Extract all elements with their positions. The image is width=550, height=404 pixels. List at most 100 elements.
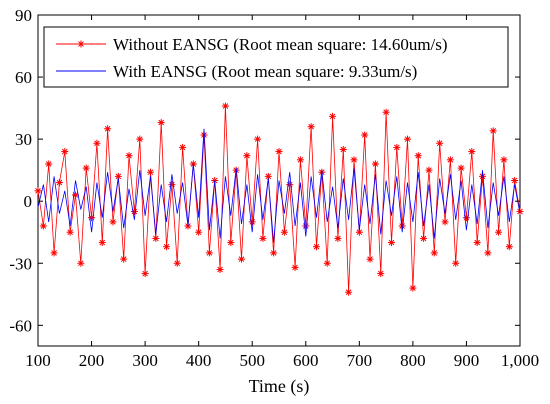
x-tick-label: 800	[400, 351, 426, 370]
series-0-point	[141, 270, 149, 278]
series-0-point	[473, 239, 481, 247]
series-0-point	[511, 177, 519, 184]
series-0-point	[66, 228, 74, 236]
series-0-point	[221, 102, 229, 110]
series-0-point	[489, 127, 497, 135]
series-0-point	[238, 255, 246, 263]
series-0-point	[45, 160, 53, 168]
series-0-point	[146, 168, 154, 176]
y-tick-label: 90	[15, 6, 32, 25]
series-0-point	[227, 239, 235, 247]
series-0-point	[302, 222, 310, 230]
series-0-point	[179, 143, 187, 151]
series-0-point	[339, 145, 347, 153]
series-0-point	[393, 143, 401, 151]
series-0-point	[409, 284, 417, 292]
legend-label-with: With EANSG (Root mean square: 9.33um/s)	[113, 62, 417, 81]
series-0-point	[377, 270, 385, 278]
series-0-point	[114, 172, 122, 180]
series-0-point	[441, 218, 449, 226]
y-tick-label: 0	[24, 192, 33, 211]
series-0-point	[270, 249, 278, 257]
x-tick-label: 700	[347, 351, 373, 370]
legend-label-without: Without EANSG (Root mean square: 14.60um…	[113, 35, 448, 54]
series-0-point	[259, 234, 267, 242]
series-0-point	[61, 148, 69, 156]
series-0-point	[404, 135, 412, 143]
series-0-point	[275, 148, 283, 156]
series-0-point	[120, 255, 128, 263]
series-0-point	[152, 234, 160, 242]
series-0-point	[495, 228, 503, 236]
x-tick-label: 200	[79, 351, 105, 370]
series-0-point	[334, 234, 342, 242]
series-0-point	[93, 139, 101, 147]
axes-layer: 100 200 300 400 500 600 700 800 900 1,0009060300-…	[9, 6, 539, 370]
series-0-point	[55, 179, 63, 187]
series-0-point	[457, 164, 465, 172]
x-tick-label: 500	[239, 351, 265, 370]
series-0-point	[484, 249, 492, 257]
series-0-point	[414, 152, 422, 160]
series-0-point	[98, 239, 106, 247]
series-0-point	[82, 164, 90, 172]
series-0-point	[243, 152, 251, 160]
series-0-point	[345, 288, 353, 296]
series-0-point	[280, 228, 288, 236]
series-0-point	[168, 181, 176, 189]
series-0-point	[312, 243, 320, 251]
x-axis-title: Time (s)	[249, 376, 310, 397]
series-0-point	[307, 123, 315, 131]
series-line-1	[37, 128, 521, 243]
series-0-point	[430, 249, 438, 257]
series-0-point	[50, 249, 58, 257]
x-tick-label: 400	[186, 351, 212, 370]
series-0-point	[452, 259, 460, 267]
series-0-point	[88, 214, 96, 222]
series-0-point	[382, 108, 390, 116]
x-tick-label: 900	[454, 351, 480, 370]
series-0-point	[366, 255, 374, 263]
series-0-point	[109, 218, 117, 226]
series-0-point	[104, 125, 112, 133]
y-tick-label: -60	[9, 316, 32, 335]
series-0-point	[136, 135, 144, 143]
series-0-point	[425, 166, 433, 174]
x-tick-label: 300	[132, 351, 158, 370]
series-0-point	[264, 172, 272, 180]
series-0-point	[254, 135, 262, 143]
series-0-point	[500, 156, 508, 164]
legend-marker-without	[77, 40, 85, 48]
series-0-point	[468, 148, 476, 156]
series-0-point	[34, 187, 42, 195]
series-0-point	[296, 156, 304, 164]
series-0-point	[350, 156, 358, 164]
series-0-point	[248, 218, 256, 226]
legend-asterisk	[77, 40, 85, 48]
series-0-point	[173, 259, 181, 267]
series-0-point	[446, 156, 454, 164]
series-0-point	[77, 259, 85, 267]
series-layer	[34, 102, 524, 296]
series-0-point	[195, 228, 203, 236]
x-tick-label: 100	[25, 351, 51, 370]
y-tick-label: 60	[15, 68, 32, 87]
y-tick-label: 30	[15, 130, 32, 149]
series-0-point	[291, 263, 299, 271]
series-0-point	[420, 234, 428, 242]
series-0-point	[323, 259, 331, 267]
series-0-point	[163, 243, 171, 251]
x-tick-label: 600	[293, 351, 319, 370]
series-0-point	[436, 139, 444, 147]
x-tick-label: 1,000	[501, 351, 539, 370]
series-0-point	[361, 131, 369, 139]
series-0-point	[216, 265, 224, 273]
series-0-point	[329, 112, 337, 120]
y-tick-label: -30	[9, 254, 32, 273]
series-0-point	[505, 243, 513, 251]
series-0-point	[39, 222, 47, 230]
series-0-point	[205, 249, 213, 257]
legend: Without EANSG (Root mean square: 14.60um…	[43, 26, 509, 88]
series-0-point	[125, 152, 133, 160]
